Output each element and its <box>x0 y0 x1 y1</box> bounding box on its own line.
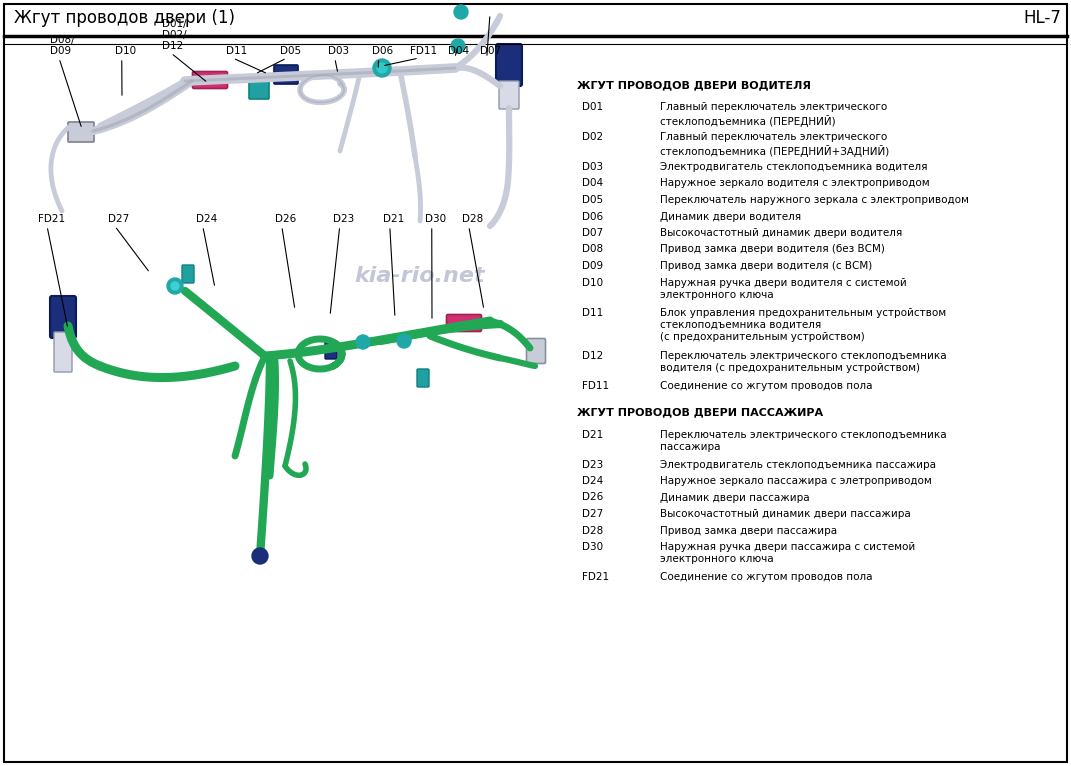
Text: D07: D07 <box>582 228 603 238</box>
Text: Переключатель электрического стеклоподъемника
пассажира: Переключатель электрического стеклоподъе… <box>660 430 947 451</box>
Text: D26: D26 <box>275 214 297 224</box>
Text: D28: D28 <box>462 214 483 224</box>
Text: Главный переключатель электрического
стеклоподъемника (ПЕРЕДНИЙ): Главный переключатель электрического сте… <box>660 102 887 126</box>
Text: D03: D03 <box>328 46 349 56</box>
Text: Переключатель электрического стеклоподъемника
водителя (с предохранительным устр: Переключатель электрического стеклоподъе… <box>660 351 947 373</box>
Text: D30: D30 <box>582 542 603 552</box>
Text: D08/
D09: D08/ D09 <box>50 35 75 56</box>
FancyBboxPatch shape <box>325 341 337 359</box>
Circle shape <box>171 282 179 290</box>
Text: D11: D11 <box>582 307 603 317</box>
Text: D10: D10 <box>115 46 136 56</box>
Circle shape <box>356 335 369 349</box>
Text: Блок управления предохранительным устройством
стеклоподъемника водителя
(с предо: Блок управления предохранительным устрой… <box>660 307 946 342</box>
Text: D11: D11 <box>226 46 247 56</box>
Text: D07: D07 <box>480 46 501 56</box>
FancyBboxPatch shape <box>67 122 94 142</box>
Text: Главный переключатель электрического
стеклоподъемника (ПЕРЕДНИЙ+ЗАДНИЙ): Главный переключатель электрического сте… <box>660 132 889 156</box>
Text: D03: D03 <box>582 162 603 172</box>
Text: D26: D26 <box>582 493 603 502</box>
Text: D30: D30 <box>425 214 447 224</box>
Text: FD21: FD21 <box>37 214 65 224</box>
Text: D09: D09 <box>582 261 603 271</box>
Text: D08: D08 <box>582 244 603 254</box>
Text: Переключатель наружного зеркала с электроприводом: Переключатель наружного зеркала с электр… <box>660 195 969 205</box>
FancyBboxPatch shape <box>417 369 429 387</box>
FancyBboxPatch shape <box>447 315 482 332</box>
Text: D06: D06 <box>372 46 393 56</box>
Text: FD21: FD21 <box>582 572 609 582</box>
Text: D05: D05 <box>280 46 301 56</box>
Text: FD11: FD11 <box>582 381 609 391</box>
Circle shape <box>373 59 391 77</box>
Text: Электродвигатель стеклоподъемника пассажира: Электродвигатель стеклоподъемника пассаж… <box>660 460 936 470</box>
Text: Наружная ручка двери водителя с системой
электронного ключа: Наружная ручка двери водителя с системой… <box>660 277 907 300</box>
Text: Привод замка двери пассажира: Привод замка двери пассажира <box>660 525 838 535</box>
Text: ЖГУТ ПРОВОДОВ ДВЕРИ ВОДИТЕЛЯ: ЖГУТ ПРОВОДОВ ДВЕРИ ВОДИТЕЛЯ <box>577 80 811 90</box>
Text: D02: D02 <box>582 132 603 142</box>
Text: D27: D27 <box>582 509 603 519</box>
Text: D04: D04 <box>448 46 469 56</box>
Text: D27: D27 <box>108 214 130 224</box>
Text: D23: D23 <box>333 214 355 224</box>
Circle shape <box>454 5 468 19</box>
Text: D23: D23 <box>582 460 603 470</box>
FancyBboxPatch shape <box>50 296 76 338</box>
FancyBboxPatch shape <box>527 339 545 364</box>
Text: FD11: FD11 <box>410 46 437 56</box>
Text: Динамик двери водителя: Динамик двери водителя <box>660 211 801 221</box>
Text: ЖГУТ ПРОВОДОВ ДВЕРИ ПАССАЖИРА: ЖГУТ ПРОВОДОВ ДВЕРИ ПАССАЖИРА <box>577 408 824 417</box>
FancyBboxPatch shape <box>193 71 227 89</box>
Text: kia-rio.net: kia-rio.net <box>355 266 485 286</box>
Text: D10: D10 <box>582 277 603 287</box>
Text: Электродвигатель стеклоподъемника водителя: Электродвигатель стеклоподъемника водите… <box>660 162 927 172</box>
Text: Высокочастотный динамик двери водителя: Высокочастотный динамик двери водителя <box>660 228 902 238</box>
Text: Привод замка двери водителя (с ВСМ): Привод замка двери водителя (с ВСМ) <box>660 261 872 271</box>
Circle shape <box>451 39 465 53</box>
Circle shape <box>252 548 268 564</box>
Text: Привод замка двери водителя (без ВСМ): Привод замка двери водителя (без ВСМ) <box>660 244 885 254</box>
Text: Наружное зеркало пассажира с элетроприводом: Наружное зеркало пассажира с элетроприво… <box>660 476 932 486</box>
Text: D04: D04 <box>582 178 603 188</box>
Text: Высокочастотный динамик двери пассажира: Высокочастотный динамик двери пассажира <box>660 509 910 519</box>
Circle shape <box>377 63 387 73</box>
Text: Соединение со жгутом проводов пола: Соединение со жгутом проводов пола <box>660 572 873 582</box>
Text: D21: D21 <box>582 430 603 440</box>
FancyBboxPatch shape <box>274 65 298 84</box>
Text: Динамик двери пассажира: Динамик двери пассажира <box>660 493 810 502</box>
Circle shape <box>397 334 411 348</box>
FancyBboxPatch shape <box>182 265 194 283</box>
FancyBboxPatch shape <box>248 75 269 99</box>
Text: D21: D21 <box>383 214 404 224</box>
Text: D01: D01 <box>582 102 603 112</box>
Text: HL-7: HL-7 <box>1023 9 1061 27</box>
FancyBboxPatch shape <box>54 332 72 372</box>
Text: D24: D24 <box>196 214 217 224</box>
Text: D28: D28 <box>582 525 603 535</box>
Text: Соединение со жгутом проводов пола: Соединение со жгутом проводов пола <box>660 381 873 391</box>
Text: Жгут проводов двери (1): Жгут проводов двери (1) <box>14 9 235 27</box>
Text: D01/
D02/
D12: D01/ D02/ D12 <box>162 19 186 51</box>
Text: Наружная ручка двери пассажира с системой
электронного ключа: Наружная ручка двери пассажира с системо… <box>660 542 916 564</box>
Text: D05: D05 <box>582 195 603 205</box>
Text: D06: D06 <box>582 211 603 221</box>
Text: Наружное зеркало водителя с электроприводом: Наружное зеркало водителя с электроприво… <box>660 178 930 188</box>
Text: D24: D24 <box>582 476 603 486</box>
FancyBboxPatch shape <box>499 81 519 109</box>
Circle shape <box>167 278 183 294</box>
FancyBboxPatch shape <box>496 44 522 86</box>
Text: D12: D12 <box>582 351 603 361</box>
